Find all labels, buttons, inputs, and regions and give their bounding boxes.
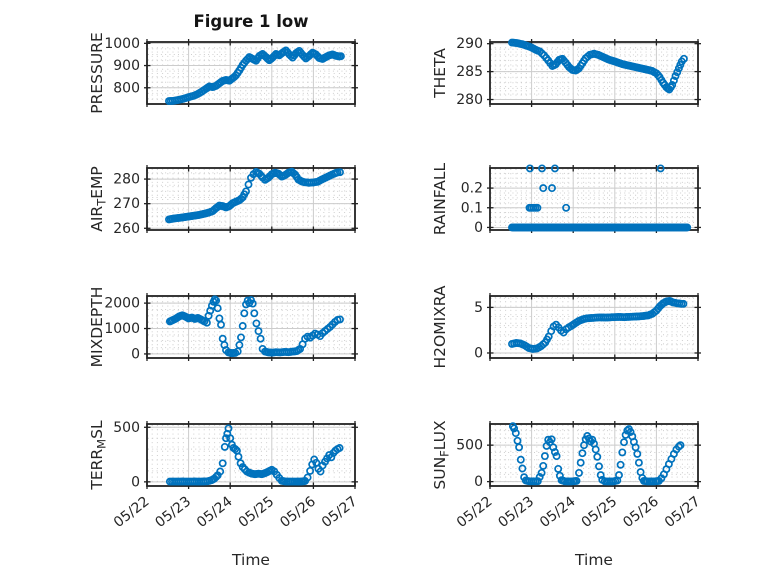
y-tick-labels: 0 0.1 0.2 <box>461 181 483 236</box>
y-axis-label: THETA <box>431 48 449 99</box>
data-series-0 <box>508 223 692 232</box>
subplot-theta: 280 285 290 THETA <box>431 36 701 108</box>
axes-frame <box>146 423 356 487</box>
svg-text:280: 280 <box>456 92 483 108</box>
y-axis-label: PRESSURE <box>88 32 106 114</box>
axes-frame <box>146 295 356 359</box>
svg-text:05/25: 05/25 <box>236 494 278 531</box>
subplot-rainfall: 0 0.1 0.2 RAINFALL <box>431 162 701 236</box>
minor-grid <box>491 169 697 229</box>
svg-text:500: 500 <box>113 420 140 436</box>
axes-frame <box>489 423 699 487</box>
svg-text:0: 0 <box>474 474 483 490</box>
data-series-0 <box>165 167 344 224</box>
axis-ticks <box>144 421 358 489</box>
data-series-0 <box>508 422 685 486</box>
svg-text:900: 900 <box>113 58 140 74</box>
svg-text:500: 500 <box>456 438 483 454</box>
axes-frame <box>146 167 356 231</box>
svg-text:2000: 2000 <box>104 296 140 312</box>
y-tick-labels: 0 500 <box>113 420 140 491</box>
axes-frame <box>489 295 699 359</box>
major-grid <box>147 42 355 104</box>
y-tick-labels: 260 270 280 <box>113 172 140 237</box>
y-tick-labels: 0 500 <box>456 438 483 490</box>
svg-text:05/23: 05/23 <box>152 494 194 531</box>
axes-frame <box>146 41 356 105</box>
svg-text:05/26: 05/26 <box>620 493 662 531</box>
x-axis-title-right: Time <box>575 551 613 569</box>
y-axis-label: SUNFLUX <box>431 420 452 490</box>
x-axis-title-left: Time <box>232 551 270 569</box>
data-series-0 <box>165 424 344 486</box>
svg-text:260: 260 <box>113 221 140 237</box>
svg-text:800: 800 <box>113 80 140 96</box>
svg-text:05/24: 05/24 <box>194 493 236 531</box>
x-tick-labels: 05/22 05/23 05/24 05/25 05/26 05/27 <box>454 493 704 531</box>
svg-text:285: 285 <box>456 64 483 80</box>
svg-text:0.1: 0.1 <box>461 200 483 216</box>
y-tick-labels: 0 1000 2000 <box>104 296 140 363</box>
svg-text:270: 270 <box>113 196 140 212</box>
y-axis-label: TERRMSL <box>88 420 109 491</box>
svg-text:0: 0 <box>474 345 483 361</box>
svg-text:0: 0 <box>131 346 140 362</box>
y-tick-labels: 800 900 1000 <box>104 36 140 96</box>
svg-text:1000: 1000 <box>104 321 140 337</box>
data-series-0 <box>508 38 688 94</box>
data-series-0 <box>165 46 345 106</box>
svg-text:05/26: 05/26 <box>277 493 319 531</box>
y-axis-label: AIRTEMP <box>88 166 109 232</box>
svg-text:5: 5 <box>474 300 483 316</box>
svg-text:290: 290 <box>456 36 483 52</box>
svg-text:1000: 1000 <box>104 36 140 52</box>
svg-text:05/27: 05/27 <box>319 494 361 531</box>
svg-text:05/22: 05/22 <box>454 494 496 531</box>
axes-frame <box>489 41 699 105</box>
minor-grid <box>148 43 354 103</box>
svg-text:280: 280 <box>113 172 140 188</box>
y-axis-label: RAINFALL <box>431 162 449 235</box>
data-series-0 <box>165 295 344 358</box>
svg-text:0.2: 0.2 <box>461 181 483 197</box>
major-grid <box>490 42 698 104</box>
y-tick-labels: 280 285 290 <box>456 36 483 108</box>
y-tick-labels: 05 <box>474 300 483 362</box>
data-series-0 <box>508 297 688 353</box>
svg-text:0: 0 <box>131 474 140 490</box>
figure-title: Figure 1 low <box>193 12 309 31</box>
svg-text:05/23: 05/23 <box>495 494 537 531</box>
y-axis-label: H2OMIXRA <box>431 285 449 368</box>
axis-ticks <box>487 165 701 233</box>
svg-text:0: 0 <box>474 220 483 236</box>
axis-ticks <box>487 39 701 107</box>
axis-ticks <box>144 39 358 107</box>
svg-text:05/22: 05/22 <box>111 494 153 531</box>
y-axis-label: MIXDEPTH <box>88 287 106 368</box>
axis-ticks <box>487 293 701 361</box>
svg-text:05/24: 05/24 <box>537 493 579 531</box>
x-tick-labels: 05/22 05/23 05/24 05/25 05/26 05/27 <box>111 493 361 531</box>
axis-ticks <box>144 293 358 361</box>
data-series-1 <box>525 164 665 212</box>
svg-text:05/27: 05/27 <box>662 494 704 531</box>
svg-text:05/25: 05/25 <box>579 494 621 531</box>
